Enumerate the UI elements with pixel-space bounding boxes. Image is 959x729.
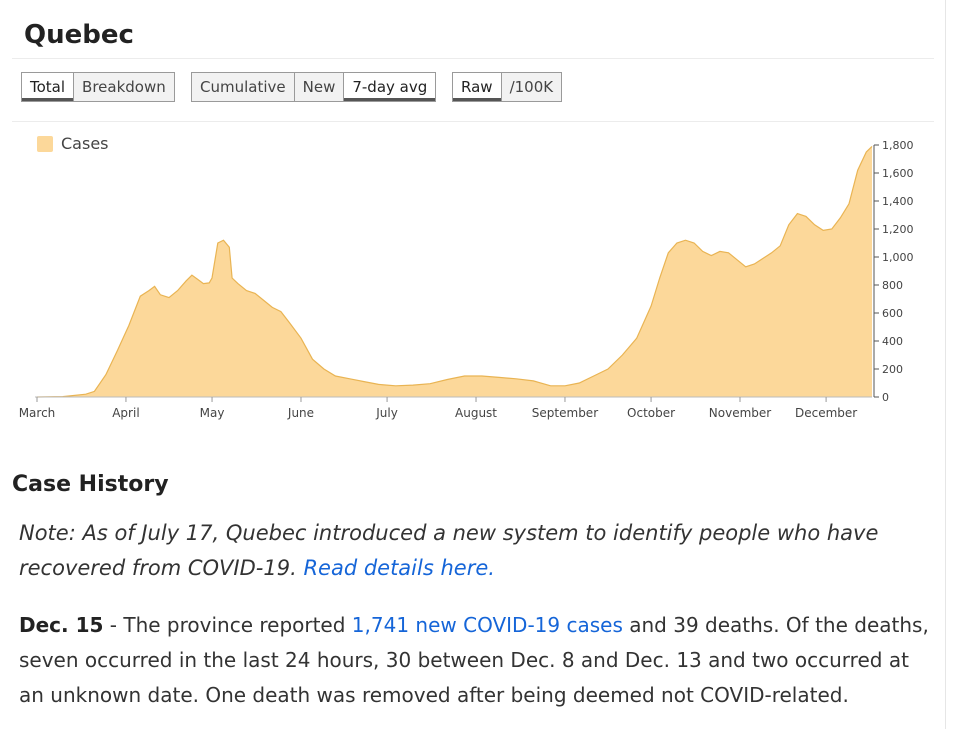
cases-area-chart: Cases March April May June July August Septemb…: [19, 134, 914, 420]
x-tick-label-march: March: [19, 406, 56, 420]
title-divider: [12, 58, 934, 59]
entry-date: Dec. 15: [19, 613, 104, 637]
x-tick-label-april: April: [112, 406, 139, 420]
new-cases-link[interactable]: 1,741 new COVID-19 cases: [351, 613, 623, 637]
recovery-note: Note: As of July 17, Quebec introduced a…: [19, 516, 919, 586]
new-button[interactable]: New: [294, 73, 345, 101]
case-entry: Dec. 15 - The province reported 1,741 ne…: [19, 608, 934, 713]
total-button[interactable]: Total: [22, 73, 75, 101]
x-tick-label-october: October: [627, 406, 675, 420]
legend-label-cases: Cases: [61, 134, 109, 153]
x-tick-label-july: July: [375, 406, 398, 420]
x-tick-label-august: August: [455, 406, 497, 420]
view-toggle-group: Total Breakdown: [21, 72, 175, 102]
y-axis: 0 200 400 600 800 1,000 1,200 1,400 1,600 1,800: [873, 139, 914, 404]
case-history-heading: Case History: [12, 472, 169, 497]
page-title: Quebec: [24, 20, 134, 50]
legend-swatch-cases: [37, 136, 53, 152]
x-tick-label-december: December: [795, 406, 857, 420]
cases-area-outline: [36, 145, 873, 398]
y-tick-label-1600: 1,600: [882, 167, 914, 180]
y-tick-label-1400: 1,400: [882, 195, 914, 208]
read-details-link[interactable]: Read details here.: [303, 556, 495, 580]
cases-area: [37, 146, 872, 397]
scale-toggle-group: Raw /100K: [452, 72, 563, 102]
x-tick-label-may: May: [200, 406, 225, 420]
entry-body-text: and 39 deaths. Of the deaths, seven occu…: [19, 613, 929, 707]
y-tick-label-200: 200: [882, 363, 903, 376]
seven-day-avg-button[interactable]: 7-day avg: [344, 73, 436, 101]
mode-toggle-group: Cumulative New 7-day avg: [191, 72, 437, 102]
per-100k-button[interactable]: /100K: [501, 73, 562, 101]
y-tick-label-800: 800: [882, 279, 903, 292]
x-tick-label-september: September: [532, 406, 598, 420]
x-tick-label-november: November: [709, 406, 771, 420]
x-tick-label-june: June: [287, 406, 314, 420]
chart-legend: Cases: [37, 134, 109, 153]
y-tick-label-1800: 1,800: [882, 139, 914, 152]
entry-lead-text: - The province reported: [103, 613, 352, 637]
controls-divider: [12, 121, 934, 122]
recovery-note-text: Note: As of July 17, Quebec introduced a…: [19, 521, 879, 580]
frame-right-border: [945, 0, 946, 729]
y-tick-label-0: 0: [882, 391, 889, 404]
y-tick-label-400: 400: [882, 335, 903, 348]
y-tick-label-600: 600: [882, 307, 903, 320]
cumulative-button[interactable]: Cumulative: [192, 73, 295, 101]
y-tick-label-1200: 1,200: [882, 223, 914, 236]
y-tick-label-1000: 1,000: [882, 251, 914, 264]
raw-button[interactable]: Raw: [453, 73, 502, 101]
breakdown-button[interactable]: Breakdown: [74, 73, 174, 101]
x-axis: March April May June July August September Octo…: [19, 397, 857, 420]
